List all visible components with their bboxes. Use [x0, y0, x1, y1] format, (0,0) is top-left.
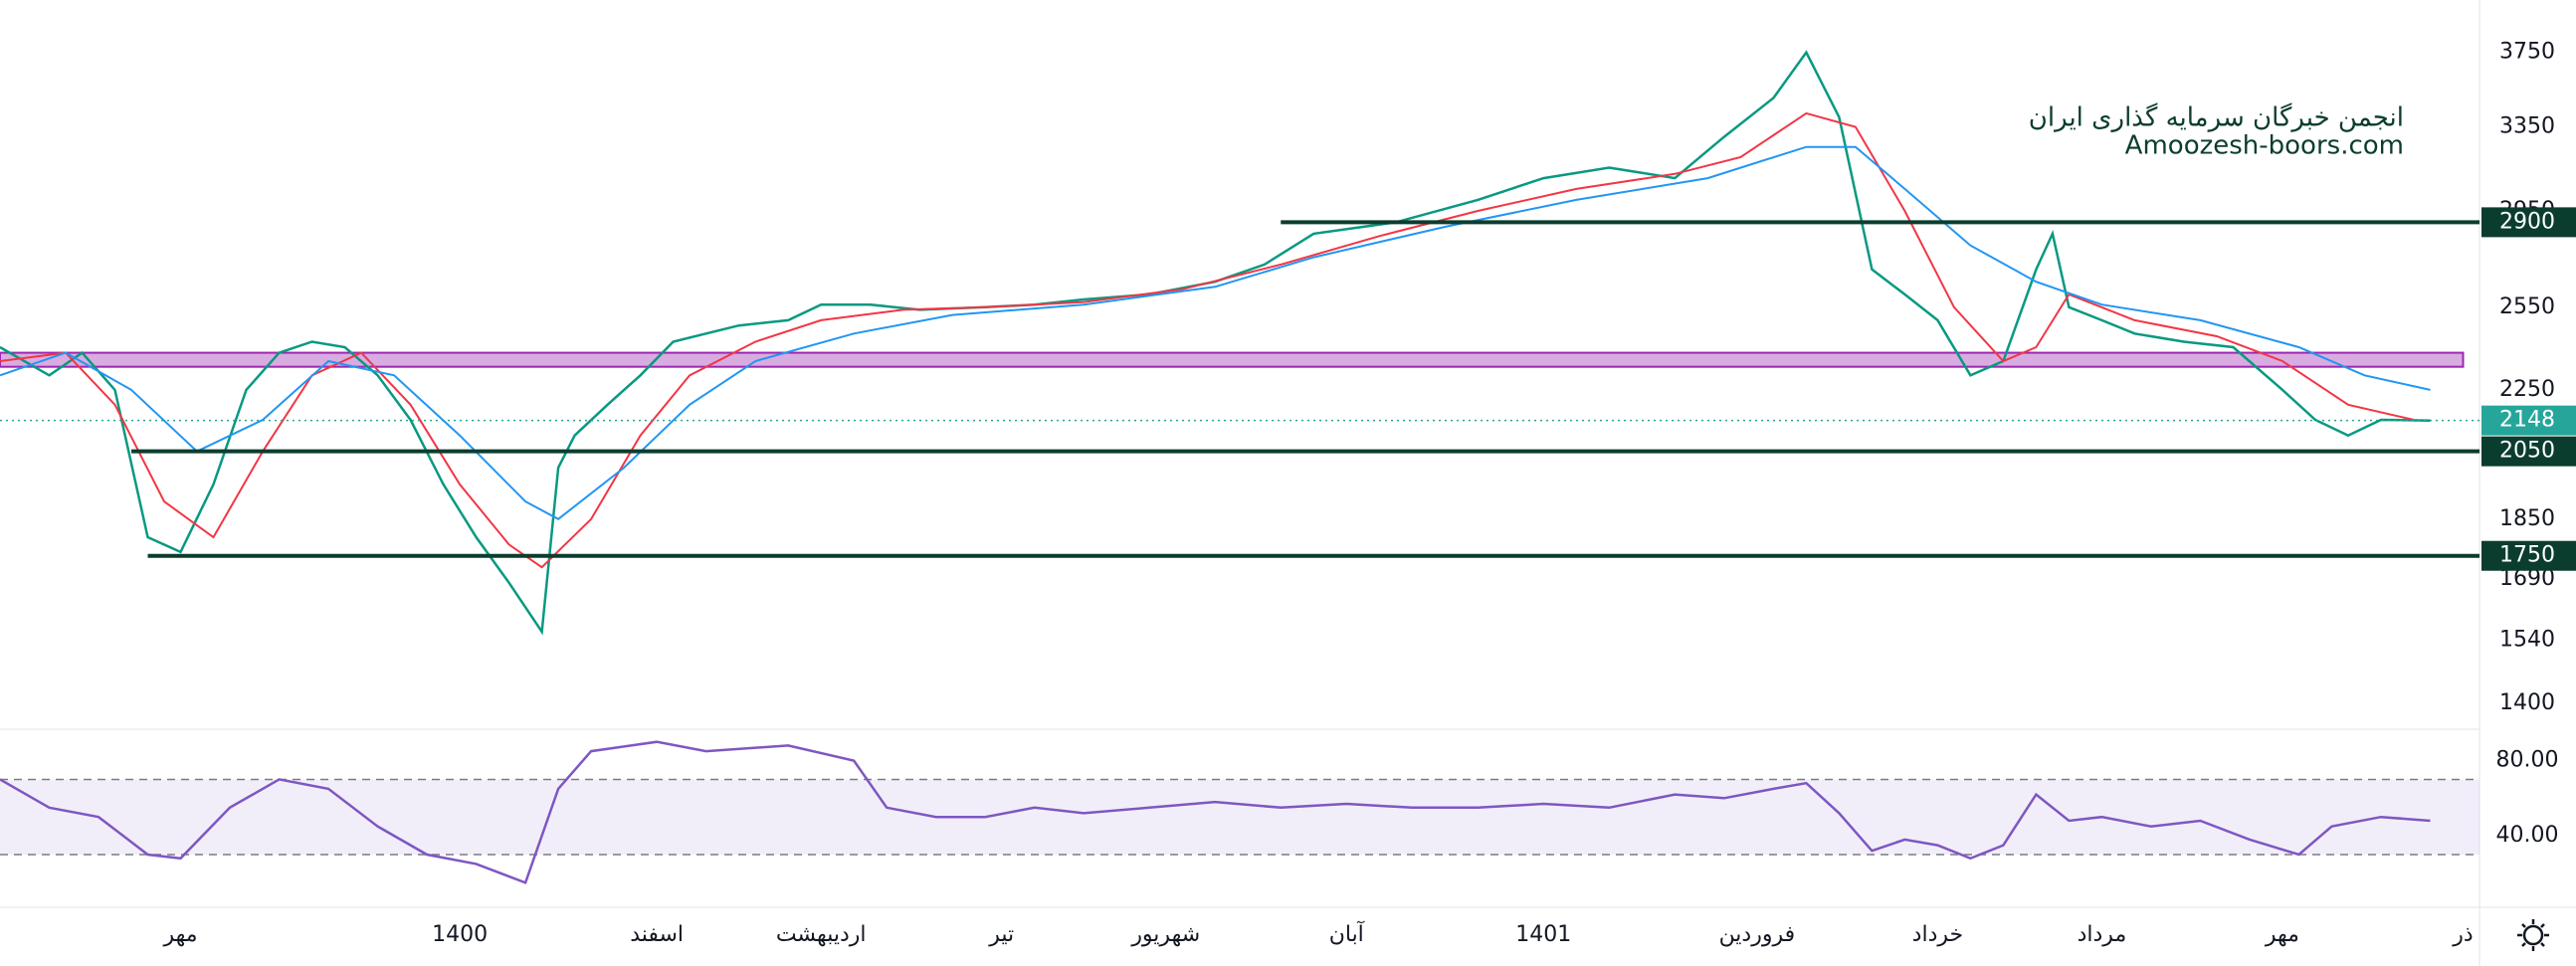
level-box: [2481, 540, 2576, 571]
x-tick-label: مرداد: [2078, 922, 2127, 947]
x-tick-label: آبان: [1329, 920, 1365, 947]
y-tick-label: 3750: [2499, 40, 2555, 65]
watermark: انجمن خبرگان سرمایه گذاری ایران: [2029, 102, 2404, 133]
series-line: [0, 145, 2431, 520]
level-label: 2050: [2499, 439, 2555, 464]
y-tick-label: 2250: [2499, 377, 2555, 402]
last-price-box: [2481, 405, 2576, 436]
y-tick-label: 80.00: [2496, 748, 2559, 773]
y-tick-label: 1400: [2499, 690, 2555, 715]
x-tick-label: فروردین: [1719, 922, 1796, 947]
level-box: [2481, 207, 2576, 238]
y-tick-label: 1850: [2499, 506, 2555, 531]
last-price-label: 2148: [2499, 408, 2555, 433]
series-line: [0, 740, 2431, 884]
series-line: [0, 50, 2431, 636]
settings-icon[interactable]: [2517, 919, 2549, 951]
x-tick-label: شهریور: [1130, 922, 1200, 947]
watermark: Amoozesh-boors.com: [2125, 131, 2404, 161]
x-tick-label: مهر: [162, 922, 197, 947]
series-line: [0, 111, 2415, 569]
x-tick-label: مهر: [2265, 922, 2299, 947]
support-zone: [0, 351, 2465, 368]
y-tick-label: 3350: [2499, 114, 2555, 139]
x-tick-label: تیر: [988, 922, 1014, 947]
y-tick-label: 2550: [2499, 294, 2555, 319]
x-tick-label: اسفند: [630, 922, 684, 947]
level-box: [2481, 436, 2576, 467]
x-tick-label: اردیبهشت: [776, 922, 867, 947]
level-label: 2900: [2499, 209, 2555, 234]
x-tick-label: ذر: [2452, 922, 2473, 947]
y-tick-label: 40.00: [2496, 823, 2559, 848]
x-tick-label: 1400: [432, 922, 488, 947]
x-tick-label: خرداد: [1912, 922, 1963, 947]
level-label: 1750: [2499, 543, 2555, 568]
x-tick-label: 1401: [1515, 922, 1571, 947]
y-tick-label: 1540: [2499, 628, 2555, 653]
